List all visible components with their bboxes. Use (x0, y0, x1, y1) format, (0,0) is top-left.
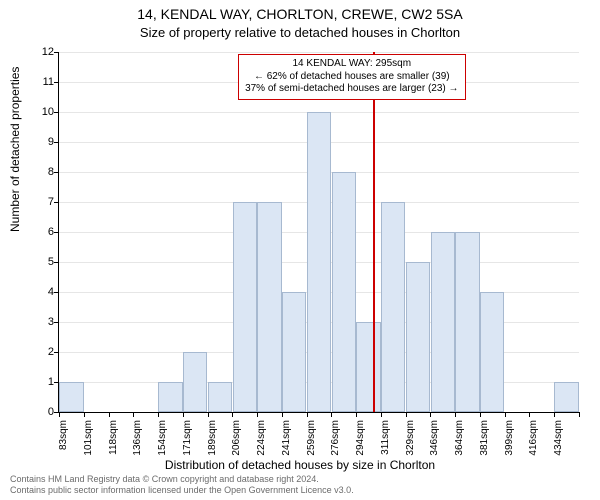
y-tick (54, 52, 59, 53)
x-tick-label: 364sqm (454, 420, 465, 480)
histogram-bar (455, 232, 479, 412)
y-tick-label: 7 (24, 196, 54, 208)
y-tick-label: 4 (24, 286, 54, 298)
x-tick-label: 294sqm (355, 420, 366, 480)
y-tick-label: 0 (24, 406, 54, 418)
x-tick (109, 412, 110, 417)
plot-area: 14 KENDAL WAY: 295sqm ← 62% of detached … (58, 52, 579, 413)
x-tick (331, 412, 332, 417)
gridline (59, 52, 579, 53)
y-tick (54, 232, 59, 233)
histogram-bar (356, 322, 380, 412)
chart-subtitle: Size of property relative to detached ho… (0, 25, 600, 40)
x-tick-label: 276sqm (330, 420, 341, 480)
y-tick-label: 12 (24, 46, 54, 58)
annotation-line1: 14 KENDAL WAY: 295sqm (245, 58, 458, 71)
annotation-line3: 37% of semi-detached houses are larger (… (245, 83, 458, 96)
x-tick (257, 412, 258, 417)
x-tick (59, 412, 60, 417)
y-tick (54, 142, 59, 143)
y-tick-label: 9 (24, 136, 54, 148)
x-tick-label: 434sqm (553, 420, 564, 480)
x-tick-label: 189sqm (207, 420, 218, 480)
y-tick (54, 322, 59, 323)
x-tick-label: 311sqm (380, 420, 391, 480)
y-tick-label: 2 (24, 346, 54, 358)
x-tick-label: 101sqm (83, 420, 94, 480)
footer-line2: Contains public sector information licen… (10, 485, 354, 496)
histogram-bar (431, 232, 455, 412)
x-tick-label: 259sqm (306, 420, 317, 480)
x-tick-label: 118sqm (108, 420, 119, 480)
histogram-bar (406, 262, 430, 412)
y-tick-label: 6 (24, 226, 54, 238)
y-tick-label: 8 (24, 166, 54, 178)
x-tick (554, 412, 555, 417)
histogram-bar (183, 352, 207, 412)
y-tick (54, 112, 59, 113)
y-tick-label: 5 (24, 256, 54, 268)
chart-container: 14, KENDAL WAY, CHORLTON, CREWE, CW2 5SA… (0, 0, 600, 500)
histogram-bar (257, 202, 281, 412)
x-tick (84, 412, 85, 417)
x-tick-label: 329sqm (405, 420, 416, 480)
y-tick (54, 262, 59, 263)
x-tick-label: 171sqm (182, 420, 193, 480)
x-tick-label: 241sqm (281, 420, 292, 480)
histogram-bar (158, 382, 182, 412)
histogram-bar (59, 382, 83, 412)
x-tick-label: 206sqm (231, 420, 242, 480)
histogram-bar (554, 382, 578, 412)
x-tick (183, 412, 184, 417)
x-tick-label: 224sqm (256, 420, 267, 480)
histogram-bar (381, 202, 405, 412)
x-tick (307, 412, 308, 417)
x-tick (406, 412, 407, 417)
y-tick-label: 3 (24, 316, 54, 328)
x-tick (381, 412, 382, 417)
y-tick-label: 11 (24, 76, 54, 88)
histogram-bar (307, 112, 331, 412)
x-tick (505, 412, 506, 417)
x-tick (133, 412, 134, 417)
y-tick (54, 172, 59, 173)
x-tick (232, 412, 233, 417)
x-tick-label: 83sqm (58, 420, 69, 480)
x-tick (480, 412, 481, 417)
x-tick (529, 412, 530, 417)
histogram-bar (332, 172, 356, 412)
x-tick-label: 136sqm (132, 420, 143, 480)
x-tick-label: 399sqm (504, 420, 515, 480)
y-tick-label: 1 (24, 376, 54, 388)
x-tick-label: 154sqm (157, 420, 168, 480)
histogram-bar (208, 382, 232, 412)
x-tick (208, 412, 209, 417)
x-tick (356, 412, 357, 417)
x-tick (579, 412, 580, 417)
reference-line (373, 52, 375, 412)
x-tick-label: 381sqm (479, 420, 490, 480)
y-axis-label: Number of detached properties (8, 67, 22, 232)
annotation-box: 14 KENDAL WAY: 295sqm ← 62% of detached … (238, 54, 465, 100)
histogram-bar (480, 292, 504, 412)
x-tick (430, 412, 431, 417)
annotation-line2: ← 62% of detached houses are smaller (39… (245, 71, 458, 84)
y-tick (54, 202, 59, 203)
x-tick (158, 412, 159, 417)
y-tick-label: 10 (24, 106, 54, 118)
x-tick (455, 412, 456, 417)
x-tick-label: 346sqm (429, 420, 440, 480)
histogram-bar (282, 292, 306, 412)
histogram-bar (233, 202, 257, 412)
chart-title: 14, KENDAL WAY, CHORLTON, CREWE, CW2 5SA (0, 6, 600, 22)
y-tick (54, 292, 59, 293)
x-tick (282, 412, 283, 417)
y-tick (54, 352, 59, 353)
x-tick-label: 416sqm (528, 420, 539, 480)
y-tick (54, 82, 59, 83)
